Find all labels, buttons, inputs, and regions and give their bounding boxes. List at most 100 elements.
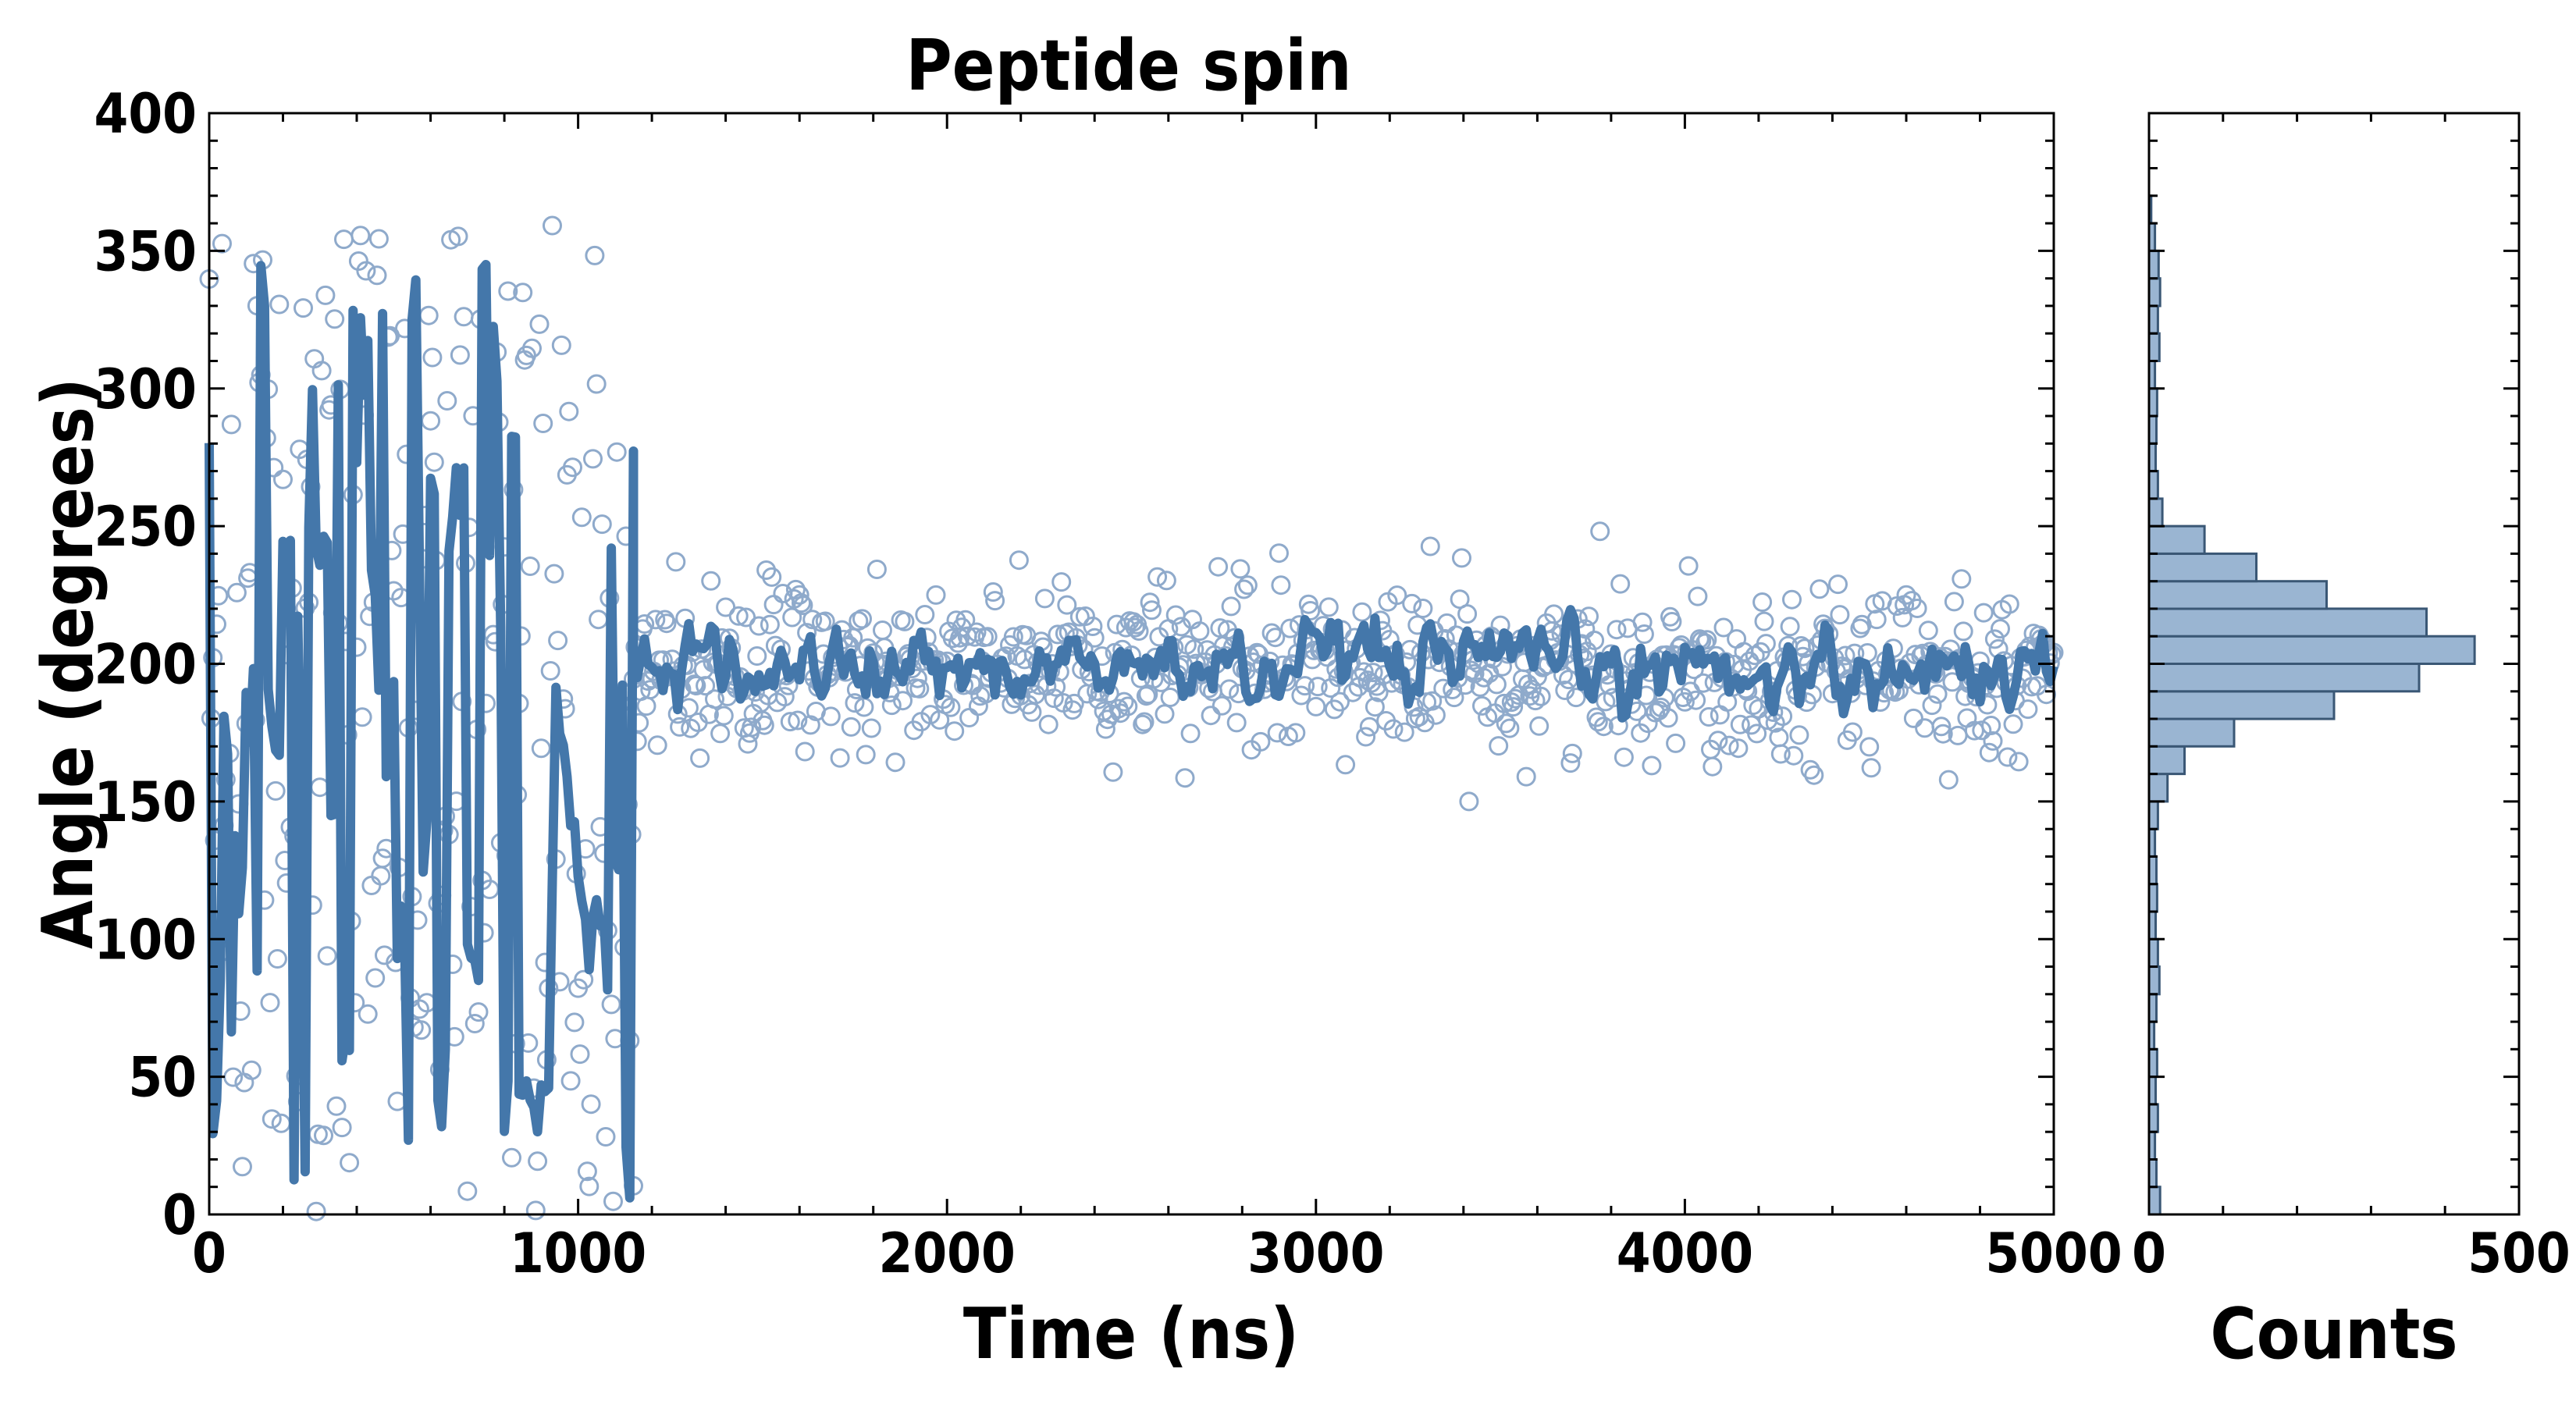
scatter-point <box>448 226 468 247</box>
scatter-point <box>866 560 887 579</box>
scatter-point <box>1336 755 1356 775</box>
chart-title: Peptide spin <box>906 25 1351 107</box>
scatter-point <box>454 307 474 327</box>
scatter-point <box>585 245 605 265</box>
scatter-point <box>1500 718 1520 738</box>
scatter-point <box>1713 617 1734 638</box>
scatter-point <box>1719 735 1739 756</box>
scatter-point <box>372 848 393 869</box>
scatter-point <box>1057 595 1077 615</box>
scatter-point <box>1708 731 1728 751</box>
scatter-point <box>1494 693 1514 713</box>
scatter-point <box>520 556 540 576</box>
scatter-point <box>1828 574 1848 595</box>
scatter-point <box>1728 738 1749 759</box>
scatter-point <box>1632 612 1653 632</box>
scatter-point <box>686 676 706 695</box>
scatter-point <box>1226 713 1247 733</box>
scatter-point <box>845 693 865 713</box>
scatter-point <box>1459 791 1479 812</box>
histogram-bar <box>2147 304 2159 335</box>
scatter-point <box>1051 572 1072 592</box>
scatter-point <box>1306 696 1326 716</box>
scatter-point <box>1674 692 1695 712</box>
scatter-point <box>1566 688 1586 708</box>
scatter-point <box>1212 695 1232 716</box>
scatter-point <box>820 706 841 727</box>
scatter-point <box>977 627 998 647</box>
scatter-point <box>1516 766 1536 787</box>
scatter-point <box>1368 682 1389 702</box>
scatter-point <box>1014 649 1034 670</box>
scatter-point <box>1140 592 1160 613</box>
scatter-point <box>513 283 533 303</box>
x-axis-title: Time (ns) <box>963 1293 1299 1375</box>
scatter-point <box>294 298 313 318</box>
scatter-point <box>574 969 594 990</box>
scatter-point <box>1464 663 1485 684</box>
histogram-x-tick-labels: 0 500 <box>2132 1221 2571 1285</box>
histogram-bar <box>2147 663 2421 693</box>
scatter-point <box>742 717 762 738</box>
scatter-point <box>1590 521 1610 542</box>
scatter-point <box>815 611 835 631</box>
scatter-point <box>450 345 470 365</box>
scatter-point <box>2008 752 2029 772</box>
scatter-point <box>1593 716 1614 737</box>
scatter-point <box>1585 631 1605 650</box>
y-tick-label: 150 <box>94 770 197 834</box>
scatter-point <box>1184 639 1204 660</box>
scatter-point <box>1356 727 1376 747</box>
scatter-point <box>498 281 518 301</box>
scatter-point <box>560 1071 581 1091</box>
scatter-point <box>589 610 609 630</box>
scatter-point <box>647 735 667 756</box>
scatter-point <box>1610 574 1631 594</box>
scatter-point <box>1261 623 1282 643</box>
scatter-point <box>1957 708 1977 728</box>
scatter-point <box>710 724 731 744</box>
scatter-point <box>603 1191 623 1211</box>
x-tick-label: 3000 <box>1247 1221 1384 1285</box>
histogram-bar <box>2147 387 2158 418</box>
scatter-point <box>915 605 935 624</box>
histogram-bar <box>2147 1186 2161 1216</box>
hist-x-tick-label: 500 <box>2467 1221 2570 1285</box>
histogram-bar <box>2147 773 2169 803</box>
histogram-bar <box>2147 332 2161 363</box>
scatter-point <box>326 1096 347 1116</box>
scatter-point <box>983 582 1003 602</box>
scatter-point <box>607 442 627 462</box>
scatter-point <box>1452 548 1471 568</box>
scatter-point <box>334 229 354 250</box>
scatter-point <box>1983 731 2003 751</box>
scatter-point <box>1383 719 1404 739</box>
scatter-point <box>332 1118 352 1138</box>
scatter-point <box>780 712 800 732</box>
scatter-point <box>1662 612 1682 631</box>
scatter-point <box>1529 716 1550 736</box>
scatter-point <box>760 614 780 635</box>
scatter-point <box>1678 556 1699 576</box>
histogram-bar <box>2147 1047 2158 1079</box>
scatter-point <box>959 708 980 727</box>
scatter-point <box>529 314 550 334</box>
scatter-point <box>424 452 444 472</box>
scatter-point <box>1559 670 1578 690</box>
scatter-point <box>350 226 371 246</box>
scatter-point <box>1730 714 1750 734</box>
scatter-point <box>1084 628 1105 648</box>
scatter-point <box>792 593 811 613</box>
scatter-point <box>920 705 941 725</box>
scatter-point <box>365 968 386 988</box>
scatter-point <box>1118 696 1138 716</box>
scatter-point <box>559 401 579 421</box>
scatter-point <box>361 876 382 895</box>
scatter-point <box>325 309 345 329</box>
scatter-point <box>273 469 293 489</box>
scatter-point <box>260 993 280 1013</box>
scatter-point <box>583 449 603 469</box>
scatter-point <box>795 741 815 762</box>
scatter-point <box>368 229 389 249</box>
scatter-point <box>1387 585 1407 606</box>
